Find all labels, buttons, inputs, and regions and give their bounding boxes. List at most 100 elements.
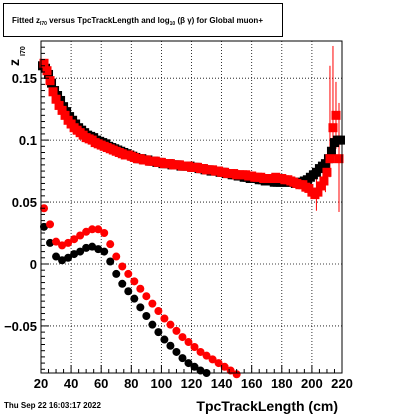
circle-marker [136, 303, 145, 312]
x-axis-title: TpcTrackLength (cm) [196, 398, 338, 414]
circle-marker [196, 347, 205, 356]
x-tick-label: 200 [301, 376, 323, 391]
circle-marker [88, 242, 97, 251]
y-axis-title-subscript: I70 [20, 46, 27, 56]
circle-marker [154, 328, 163, 337]
circle-marker [106, 240, 115, 249]
circle-marker [178, 333, 187, 342]
circle-marker [130, 294, 139, 303]
circle-marker [208, 355, 217, 364]
title-mid: versus TpcTrackLength and log [46, 16, 170, 25]
title-subscript-i70: I70 [40, 21, 47, 27]
y-tick-label: −0.05 [4, 319, 37, 334]
circle-marker [136, 284, 145, 293]
circle-marker [58, 256, 67, 265]
x-tick-label: 120 [181, 376, 203, 391]
circle-marker [118, 279, 127, 288]
square-marker [39, 58, 49, 68]
circle-marker [148, 299, 157, 308]
square-marker [54, 100, 64, 110]
square-marker [334, 154, 344, 164]
square-marker [313, 187, 323, 197]
y-tick-label: 0 [30, 257, 37, 272]
y-tick-label: 0.05 [12, 195, 37, 210]
circle-marker [58, 241, 67, 250]
grid [41, 41, 342, 373]
y-axis-title-main: z [6, 59, 22, 66]
circle-marker [94, 245, 103, 254]
circle-marker [190, 342, 199, 351]
circle-marker [202, 351, 211, 360]
circle-marker [46, 238, 55, 247]
circle-marker [112, 269, 121, 278]
circle-marker [100, 229, 109, 238]
circle-marker [46, 220, 55, 229]
square-marker [335, 135, 345, 145]
tick-labels: 20 40 60 80 100 120 140 160 180 200 220 −0.05 0 0.05 0… [4, 71, 353, 391]
circle-marker [64, 238, 73, 247]
square-marker [331, 110, 341, 120]
circle-marker [154, 307, 163, 316]
circle-marker [148, 320, 157, 329]
circle-marker [178, 354, 187, 363]
circle-marker [130, 277, 139, 286]
x-tick-label: 20 [34, 376, 48, 391]
x-tick-label: 100 [151, 376, 173, 391]
x-tick-label: 80 [124, 376, 138, 391]
circle-marker [214, 359, 223, 368]
circle-marker [70, 235, 79, 244]
circle-marker [160, 314, 169, 323]
square-marker [48, 87, 58, 97]
circle-marker [184, 359, 193, 368]
circle-marker [232, 370, 241, 379]
circle-marker [106, 257, 115, 266]
x-tick-label: 160 [241, 376, 263, 391]
circle-marker [172, 326, 181, 335]
circle-marker [82, 243, 91, 252]
circle-marker [112, 252, 121, 261]
circle-marker [124, 269, 133, 278]
circle-marker [70, 250, 79, 259]
title-box: Fitted zI70 versus TpcTrackLength and lo… [3, 3, 283, 37]
square-marker [320, 159, 330, 169]
square-marker [42, 66, 52, 76]
square-marker [56, 95, 66, 105]
square-marker [60, 110, 70, 120]
circle-marker [94, 225, 103, 234]
title-suffix: (β γ) for Global muon+ [175, 16, 263, 25]
x-tick-label: 180 [271, 376, 293, 391]
title-subscript-10: 10 [169, 21, 176, 27]
square-marker [51, 94, 61, 104]
circle-marker [142, 292, 151, 301]
x-tick-label: 60 [94, 376, 108, 391]
axis-ticks [40, 40, 343, 373]
circle-marker [172, 347, 181, 356]
x-tick-label: 140 [211, 376, 233, 391]
datestamp: Thu Sep 22 16:03:17 2022 [4, 401, 101, 410]
circle-marker [64, 253, 73, 262]
circle-marker [166, 320, 175, 329]
square-marker [316, 181, 326, 191]
y-axis-title: z I70 [6, 46, 27, 66]
data-points [38, 58, 345, 379]
circle-marker [166, 341, 175, 350]
square-marker [325, 154, 335, 164]
circle-marker [142, 312, 151, 321]
circle-marker [82, 227, 91, 236]
circle-marker [52, 237, 61, 246]
circle-marker [118, 262, 127, 271]
circle-marker [100, 247, 109, 256]
circle-marker [88, 225, 97, 234]
square-marker [326, 146, 336, 156]
square-marker [322, 167, 332, 177]
x-tick-label: 40 [64, 376, 78, 391]
y-tick-label: 0.15 [12, 71, 37, 86]
circle-marker [52, 252, 61, 261]
x-tick-label: 220 [331, 376, 353, 391]
y-tick-label: 0.1 [19, 133, 37, 148]
circle-marker [184, 338, 193, 347]
circle-marker [124, 287, 133, 296]
square-marker [328, 123, 338, 133]
circle-marker [76, 231, 85, 240]
